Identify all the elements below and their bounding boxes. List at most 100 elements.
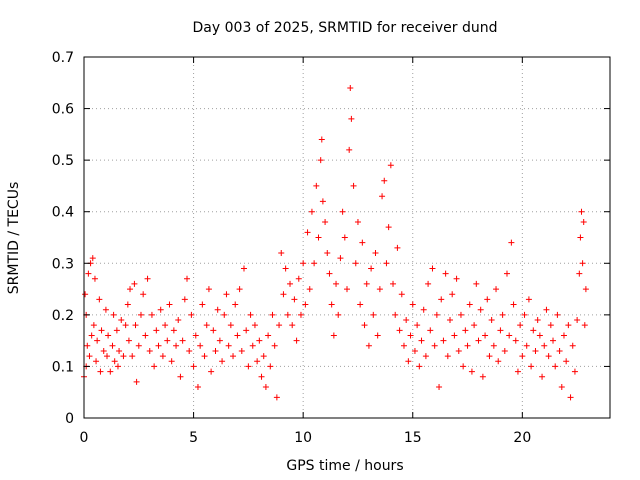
data-point: [251, 322, 258, 329]
data-point: [411, 347, 418, 354]
data-point: [357, 301, 364, 308]
data-point: [194, 384, 201, 391]
data-point: [390, 280, 397, 287]
data-point: [278, 249, 285, 256]
x-tick-label: 0: [80, 430, 89, 446]
data-point: [173, 342, 180, 349]
data-point: [547, 322, 554, 329]
data-point: [210, 327, 217, 334]
data-point: [440, 337, 447, 344]
data-point: [328, 301, 335, 308]
data-point: [352, 260, 359, 267]
data-point: [132, 322, 139, 329]
y-tick-label: 0: [65, 411, 74, 427]
data-point: [230, 353, 237, 360]
data-point: [495, 358, 502, 365]
data-point: [425, 280, 432, 287]
data-point: [521, 311, 528, 318]
data-point: [175, 317, 182, 324]
data-point: [254, 358, 261, 365]
y-tick-label: 0.1: [52, 359, 74, 375]
data-point: [135, 342, 142, 349]
data-point: [262, 384, 269, 391]
data-point: [545, 353, 552, 360]
data-point: [473, 280, 480, 287]
data-point: [464, 342, 471, 349]
data-point: [151, 363, 158, 370]
data-point: [348, 115, 355, 122]
data-point: [289, 322, 296, 329]
data-point: [137, 311, 144, 318]
data-point: [536, 332, 543, 339]
data-point: [214, 306, 221, 313]
data-point: [579, 260, 586, 267]
data-point: [265, 332, 272, 339]
data-point: [396, 327, 403, 334]
x-tick-label: 20: [513, 430, 531, 446]
y-tick-label: 0.3: [52, 256, 74, 272]
data-point: [297, 311, 304, 318]
data-point: [525, 296, 532, 303]
data-point: [398, 291, 405, 298]
data-point: [471, 322, 478, 329]
data-point: [94, 337, 101, 344]
data-point: [203, 322, 210, 329]
data-point: [129, 353, 136, 360]
data-point: [475, 337, 482, 344]
data-point: [499, 311, 506, 318]
data-points: [81, 84, 589, 401]
data-point: [225, 342, 232, 349]
data-point: [93, 358, 100, 365]
data-point: [236, 286, 243, 293]
data-point: [97, 368, 104, 375]
data-point: [84, 342, 91, 349]
data-point: [269, 311, 276, 318]
data-point: [306, 286, 313, 293]
data-point: [571, 368, 578, 375]
data-point: [162, 322, 169, 329]
data-point: [420, 306, 427, 313]
data-point: [512, 337, 519, 344]
data-point: [170, 327, 177, 334]
data-point: [416, 363, 423, 370]
data-point: [260, 353, 267, 360]
data-point: [453, 275, 460, 282]
data-point: [219, 358, 226, 365]
data-point: [168, 358, 175, 365]
data-point: [144, 275, 151, 282]
data-point: [479, 373, 486, 380]
data-point: [324, 249, 331, 256]
x-tick-label: 5: [189, 430, 198, 446]
data-point: [295, 275, 302, 282]
data-point: [192, 332, 199, 339]
data-point: [354, 219, 361, 226]
data-point: [247, 311, 254, 318]
data-point: [468, 368, 475, 375]
data-point: [243, 327, 250, 334]
data-point: [530, 327, 537, 334]
data-point: [319, 198, 326, 205]
data-point: [88, 332, 95, 339]
data-point: [523, 342, 530, 349]
data-point: [276, 322, 283, 329]
axis-ticks: 0 0.1 0.2 0.3 0.4 0.5 0.6 0.7 0 5 10 15 20: [52, 50, 610, 446]
data-point: [368, 265, 375, 272]
data-point: [240, 265, 247, 272]
data-point: [457, 311, 464, 318]
data-point: [539, 373, 546, 380]
data-point: [581, 322, 588, 329]
data-point: [155, 342, 162, 349]
data-point: [576, 270, 583, 277]
data-point: [580, 219, 587, 226]
data-point: [245, 363, 252, 370]
data-point: [114, 363, 121, 370]
data-point: [359, 239, 366, 246]
data-point: [315, 234, 322, 241]
data-point: [350, 182, 357, 189]
data-point: [212, 347, 219, 354]
data-point: [422, 353, 429, 360]
x-tick-label: 10: [294, 430, 312, 446]
data-point: [293, 337, 300, 344]
data-point: [177, 373, 184, 380]
